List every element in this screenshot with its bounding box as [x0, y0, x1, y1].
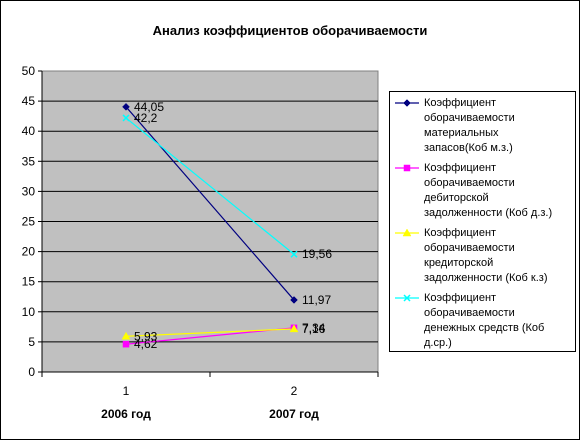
- y-tick-label: 35: [22, 154, 36, 168]
- legend-marker: [395, 99, 419, 107]
- data-point: [290, 296, 298, 304]
- x-category-sublabel: 2007 год: [269, 407, 319, 421]
- legend-label-line: материальных: [424, 127, 499, 139]
- chart-title: Анализ коэффициентов оборачиваемости: [153, 23, 428, 38]
- data-label: 7,34: [302, 321, 326, 335]
- axes: 0 5 10 15 20 25 30 35 40 45 50 1 2006 год 2 2007 год: [22, 64, 379, 421]
- y-tick-label: 10: [22, 305, 36, 319]
- data-point: [122, 340, 130, 348]
- legend-label-line: Коэффициент: [424, 227, 497, 239]
- y-tick-label: 50: [22, 64, 36, 78]
- legend-marker-symbol: [403, 99, 411, 107]
- y-tick-label: 30: [22, 184, 36, 198]
- y-tick-label: 5: [28, 335, 35, 349]
- data-label: 44,05: [134, 100, 164, 114]
- legend-marker-symbol: [402, 228, 412, 237]
- data-label: 42,2: [134, 111, 158, 125]
- series-line: [125, 117, 295, 255]
- data-label: 11,97: [302, 293, 331, 307]
- data-point: [122, 114, 130, 122]
- series-lines: [125, 106, 295, 345]
- legend-label-line: оборачиваемости: [424, 177, 515, 189]
- data-point: [289, 324, 299, 333]
- legend-label-line: оборачиваемости: [424, 242, 515, 254]
- legend-label-line: запасов(Коб м.з.): [424, 142, 513, 154]
- legend-marker-symbol: [403, 164, 411, 172]
- x-category-sublabel: 2006 год: [101, 407, 151, 421]
- legend-label-line: денежных средств (Коб: [424, 322, 545, 334]
- series-line: [125, 328, 295, 337]
- y-tick-label: 20: [22, 245, 36, 259]
- y-tick-label: 0: [28, 365, 35, 379]
- legend-label-line: Коэффициент: [424, 292, 497, 304]
- data-point: [290, 250, 298, 258]
- legend-marker: [395, 294, 419, 302]
- y-tick-label: 40: [22, 124, 36, 138]
- y-tick-label: 15: [22, 275, 36, 289]
- legend-marker-symbol: [403, 294, 411, 302]
- y-tick-label: 25: [22, 215, 36, 229]
- data-labels: 44,05 11,97 4,62 7,34 5,93 7,16 42,2 19,56: [134, 100, 332, 351]
- data-label: 19,56: [302, 247, 332, 261]
- legend-label-line: дебиторской: [424, 192, 489, 204]
- legend-marker: [395, 228, 419, 237]
- legend-marker: [395, 164, 419, 172]
- chart-legend: Коэффициент оборачиваемости материальных за…: [389, 91, 576, 352]
- legend-label: Коэффициент оборачиваемости кредиторской за…: [424, 226, 574, 286]
- legend-label-line: оборачиваемости: [424, 112, 515, 124]
- legend-label-line: Коэффициент: [424, 162, 497, 174]
- data-label: 5,93: [134, 329, 158, 343]
- gridlines: [42, 100, 378, 343]
- y-tick-label: 45: [22, 94, 36, 108]
- legend-label-line: задолженности (Коб д.з.): [424, 207, 553, 219]
- x-tick-label: 2: [291, 384, 298, 398]
- legend-label-line: кредиторской: [424, 257, 494, 269]
- data-point: [121, 331, 131, 340]
- legend-label: Коэффициент оборачиваемости денежных средс…: [424, 291, 574, 351]
- x-tick-label: 1: [123, 384, 130, 398]
- legend-label: Коэффициент оборачиваемости дебиторской зад…: [424, 161, 574, 221]
- legend-label-line: Коэффициент: [424, 97, 497, 109]
- legend-label-line: д.ср.): [424, 337, 452, 349]
- series-markers: [121, 102, 299, 348]
- legend-label-line: оборачиваемости: [424, 307, 515, 319]
- data-label: 7,16: [302, 322, 326, 336]
- data-point: [122, 102, 130, 111]
- legend-label-line: задолженности (Коб к.з): [424, 272, 548, 284]
- legend-label: Коэффициент оборачиваемости материальных за…: [424, 96, 574, 156]
- data-label: 4,62: [134, 337, 158, 351]
- series-line: [125, 106, 295, 301]
